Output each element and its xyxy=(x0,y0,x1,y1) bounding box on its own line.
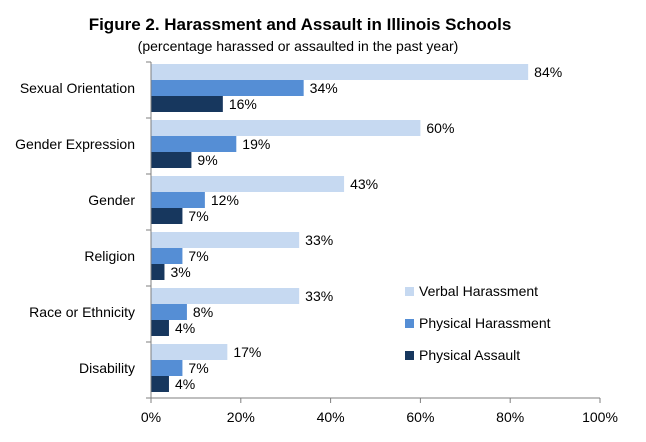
legend-label-verbal-harassment: Verbal Harassment xyxy=(419,283,538,299)
category-label-gender: Gender xyxy=(88,192,135,208)
data-label-physical-assault-race-or-ethnicity: 4% xyxy=(175,320,195,336)
legend-swatch-physical-assault xyxy=(405,351,414,360)
legend-swatch-verbal-harassment xyxy=(405,287,414,296)
category-label-race-or-ethnicity: Race or Ethnicity xyxy=(29,304,135,320)
bar-verbal-harassment-religion xyxy=(151,232,300,248)
data-label-verbal-harassment-religion: 33% xyxy=(305,232,333,248)
data-label-physical-assault-religion: 3% xyxy=(170,264,190,280)
bar-physical-assault-race-or-ethnicity xyxy=(151,320,169,336)
legend-label-physical-assault: Physical Assault xyxy=(419,347,520,363)
x-tick-label-20: 20% xyxy=(227,409,255,425)
x-tick-label-60: 60% xyxy=(406,409,434,425)
x-tick-label-80: 80% xyxy=(496,409,524,425)
bar-physical-harassment-gender-expression xyxy=(151,136,237,152)
category-label-gender-expression: Gender Expression xyxy=(15,136,135,152)
bar-verbal-harassment-race-or-ethnicity xyxy=(151,288,300,304)
data-label-physical-harassment-race-or-ethnicity: 8% xyxy=(193,304,213,320)
chart-title: Figure 2. Harassment and Assault in Illi… xyxy=(89,15,512,34)
category-label-religion: Religion xyxy=(84,248,135,264)
x-tick-label-100: 100% xyxy=(582,409,618,425)
category-label-disability: Disability xyxy=(79,360,135,376)
data-label-physical-harassment-gender: 12% xyxy=(211,192,239,208)
data-label-verbal-harassment-sexual-orientation: 84% xyxy=(534,64,562,80)
legend-swatch-physical-harassment xyxy=(405,319,414,328)
bar-physical-assault-gender xyxy=(151,208,183,224)
bar-physical-harassment-gender xyxy=(151,192,205,208)
bar-physical-assault-disability xyxy=(151,376,169,392)
x-tick-label-0: 0% xyxy=(141,409,161,425)
legend-label-physical-harassment: Physical Harassment xyxy=(419,315,551,331)
bar-physical-harassment-disability xyxy=(151,360,183,376)
bar-physical-harassment-religion xyxy=(151,248,183,264)
data-label-physical-assault-gender: 7% xyxy=(188,208,208,224)
bar-verbal-harassment-sexual-orientation xyxy=(151,64,529,80)
bar-verbal-harassment-gender-expression xyxy=(151,120,421,136)
data-label-verbal-harassment-disability: 17% xyxy=(233,344,261,360)
data-label-physical-harassment-religion: 7% xyxy=(188,248,208,264)
data-label-physical-assault-disability: 4% xyxy=(175,376,195,392)
category-label-sexual-orientation: Sexual Orientation xyxy=(20,80,135,96)
data-label-physical-harassment-sexual-orientation: 34% xyxy=(310,80,338,96)
legend: Verbal Harassment Physical Harassment Phys… xyxy=(405,283,551,363)
plot-area: 84% 34% 16% Sexual Orientation 60% 19% 9% Gende… xyxy=(15,61,618,425)
data-label-physical-assault-sexual-orientation: 16% xyxy=(229,96,257,112)
bar-physical-harassment-sexual-orientation xyxy=(151,80,304,96)
x-tick-label-40: 40% xyxy=(317,409,345,425)
bar-physical-assault-sexual-orientation xyxy=(151,96,223,112)
data-label-physical-harassment-gender-expression: 19% xyxy=(242,136,270,152)
bar-physical-assault-religion xyxy=(151,264,165,280)
data-label-physical-harassment-disability: 7% xyxy=(188,360,208,376)
bar-physical-assault-gender-expression xyxy=(151,152,192,168)
data-label-verbal-harassment-gender: 43% xyxy=(350,176,378,192)
chart-subtitle: (percentage harassed or assaulted in the… xyxy=(138,38,459,54)
bar-verbal-harassment-disability xyxy=(151,344,228,360)
data-label-physical-assault-gender-expression: 9% xyxy=(197,152,217,168)
bar-verbal-harassment-gender xyxy=(151,176,345,192)
data-label-verbal-harassment-gender-expression: 60% xyxy=(426,120,454,136)
bar-physical-harassment-race-or-ethnicity xyxy=(151,304,187,320)
data-label-verbal-harassment-race-or-ethnicity: 33% xyxy=(305,288,333,304)
